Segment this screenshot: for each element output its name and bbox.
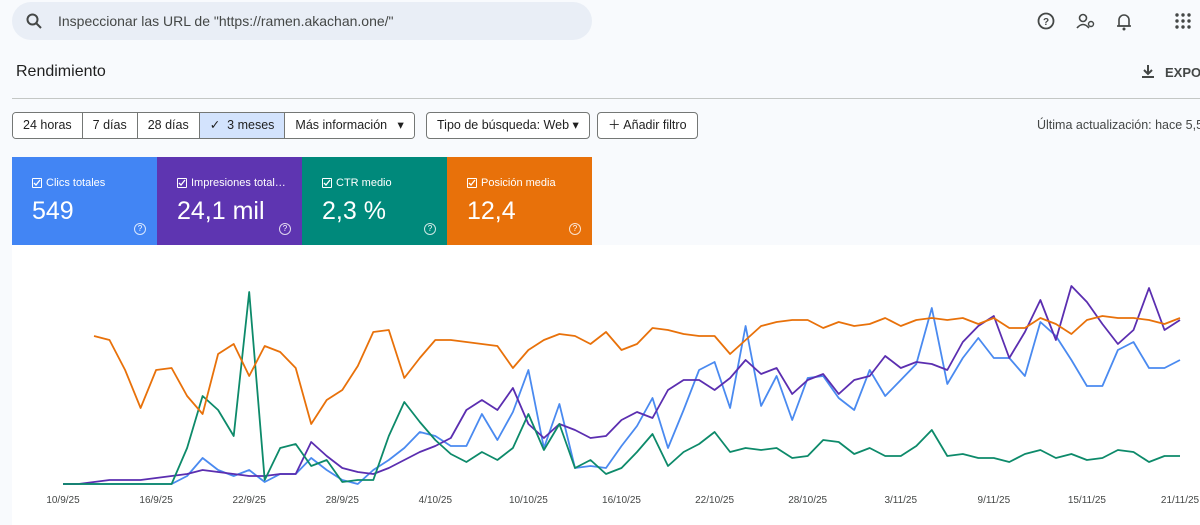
x-tick-label: 22/9/25 — [232, 495, 266, 506]
chart: 10/9/25 16/9/25 22/9/25 28/9/25 4/10/25 10/10… — [12, 245, 1200, 525]
card-value: 549 — [32, 197, 74, 225]
range-chip[interactable]: 7 días — [82, 113, 138, 138]
x-tick-label: 16/10/25 — [602, 495, 641, 506]
date-range-chips: 24 horas 7 días 28 días ✓ 3 meses Más inform… — [12, 112, 415, 139]
card-value: 24,1 mil — [177, 197, 265, 225]
x-tick-label: 16/9/25 — [139, 495, 173, 506]
range-label: 7 días — [92, 118, 127, 132]
metric-card[interactable]: Impresiones total… 24,1 mil? — [157, 157, 302, 245]
svg-text:?: ? — [1043, 17, 1049, 28]
range-chip[interactable]: 28 días — [137, 113, 200, 138]
chart-background — [12, 245, 1200, 525]
x-tick-label: 22/10/25 — [695, 495, 734, 506]
add-filter-label: Añadir filtro — [623, 118, 687, 132]
card-checkbox — [467, 178, 477, 188]
card-label: CTR medio — [336, 177, 392, 189]
help-icon[interactable] — [1037, 12, 1055, 30]
card-label: Posición media — [481, 177, 556, 189]
export-button[interactable]: EXPOR — [1165, 65, 1200, 80]
dropdown-arrow: ▾ — [387, 118, 404, 132]
x-tick-label: 4/10/25 — [419, 495, 453, 506]
add-filter-button[interactable]: ＋ Añadir filtro — [597, 112, 698, 139]
more-info-chip[interactable]: Más información ▾ — [285, 113, 414, 138]
users-icon[interactable] — [1076, 13, 1095, 29]
card-value: 2,3 % — [322, 197, 386, 225]
card-help[interactable]: ? — [569, 223, 581, 235]
search-bar[interactable]: Inspeccionar las URL de "https://ramen.a… — [12, 2, 592, 40]
range-label: 28 días — [147, 118, 189, 132]
card-checkbox — [32, 178, 42, 188]
apps-icon[interactable] — [1175, 13, 1191, 29]
series-line — [63, 291, 1180, 485]
more-info-label: Más información — [295, 118, 388, 132]
x-tick-label: 21/11/25 — [1161, 495, 1200, 506]
card-label: Clics totales — [46, 177, 106, 189]
card-help[interactable]: ? — [424, 223, 436, 235]
range-chip[interactable]: ✓ 3 meses — [199, 113, 286, 138]
x-tick-label: 10/10/25 — [509, 495, 548, 506]
series-line — [93, 315, 1181, 425]
search-icon — [26, 13, 42, 29]
card-help[interactable]: ? — [279, 223, 291, 235]
divider — [12, 98, 1200, 99]
check-icon: ✓ — [209, 118, 228, 132]
x-tick-label: 10/9/25 — [46, 495, 80, 506]
x-tick-label: 28/9/25 — [326, 495, 360, 506]
x-tick-label: 15/11/25 — [1068, 495, 1107, 506]
last-update: Última actualización: hace 5,5 — [1037, 118, 1200, 132]
range-label: 3 meses — [227, 118, 275, 132]
range-chip[interactable]: 24 horas — [13, 113, 83, 138]
metric-card[interactable]: Posición media 12,4? — [447, 157, 592, 245]
search-type-label: Tipo de búsqueda: Web — [437, 118, 570, 132]
toolbar-icons: ? — [1037, 12, 1191, 31]
card-help[interactable]: ? — [134, 223, 146, 235]
series-line — [63, 285, 1181, 485]
card-value: 12,4 — [467, 197, 516, 225]
search-type-button[interactable]: Tipo de búsqueda: Web ▾ — [426, 112, 590, 139]
metric-card[interactable]: Clics totales 549? — [12, 157, 157, 245]
bell-icon[interactable] — [1117, 14, 1131, 31]
card-checkbox — [177, 178, 187, 188]
x-tick-label: 9/11/25 — [978, 495, 1011, 506]
metric-card[interactable]: CTR medio 2,3 %? — [302, 157, 447, 245]
download-icon — [1142, 65, 1154, 78]
series-line — [63, 307, 1181, 485]
page-title: Rendimiento — [16, 63, 106, 80]
x-tick-label: 3/11/25 — [884, 495, 917, 506]
range-label: 24 horas — [23, 118, 72, 132]
card-label: Impresiones total… — [191, 177, 286, 189]
search-placeholder: Inspeccionar las URL de "https://ramen.a… — [58, 13, 394, 29]
card-checkbox — [322, 178, 332, 188]
x-tick-label: 28/10/25 — [788, 495, 827, 506]
